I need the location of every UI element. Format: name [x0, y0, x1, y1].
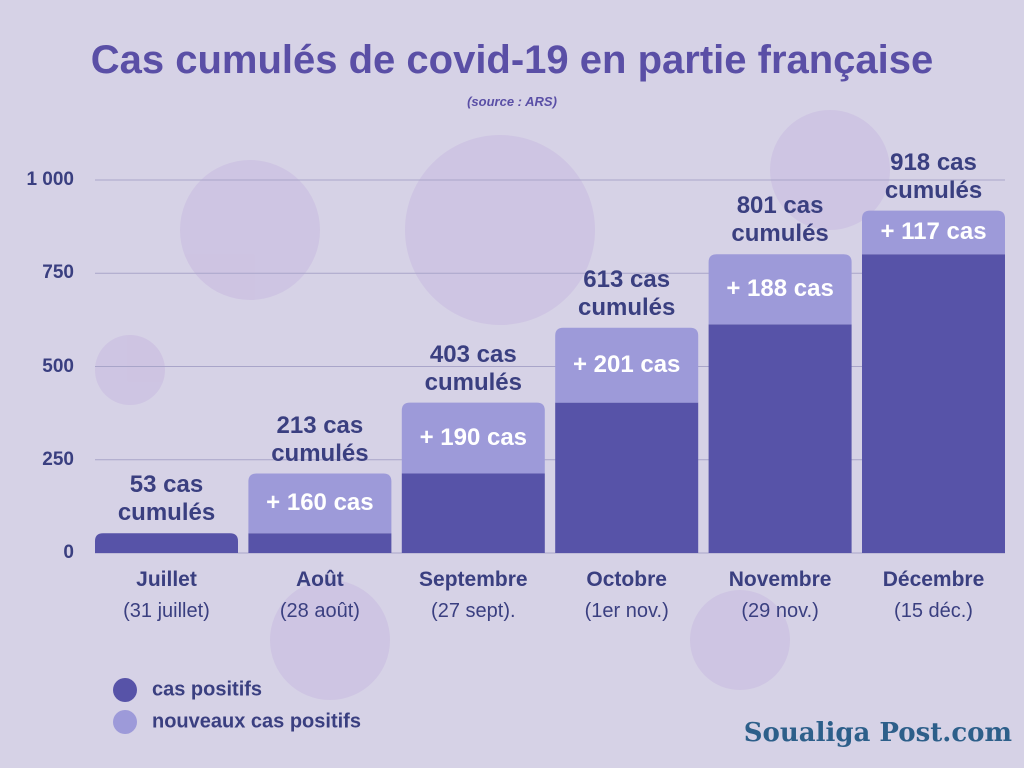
bar-segment	[401, 402, 545, 474]
segment-label: + 190 cas	[419, 424, 528, 452]
logo: Soualiga Post.com	[743, 718, 1012, 748]
x-tick-note: (15 déc.)	[894, 600, 973, 622]
y-tick-label: 500	[42, 355, 74, 377]
x-tick-label: Novembre	[728, 568, 832, 591]
legend-swatch	[113, 710, 137, 734]
total-label: 213 cas cumulés	[271, 411, 369, 467]
legend-swatch	[113, 678, 137, 702]
legend-label: cas positifs	[152, 678, 263, 701]
segment-label: + 201 cas	[572, 351, 681, 379]
bar-segment	[708, 254, 852, 325]
x-tick-note: (27 sept).	[431, 600, 516, 622]
total-label: 53 cas cumulés	[117, 471, 216, 527]
x-tick-label: Octobre	[586, 568, 667, 591]
total-label: 613 cas cumulés	[578, 265, 676, 321]
legend-label: nouveaux cas positifs	[152, 710, 361, 733]
bar-segment	[95, 533, 238, 553]
x-tick-label: Août	[295, 568, 344, 591]
total-label: 918 cas cumulés	[884, 148, 983, 204]
segment-label: + 160 cas	[266, 489, 374, 517]
segment-label: + 117 cas	[880, 218, 987, 246]
bar-segment	[708, 324, 852, 553]
subtitle: (source : ARS)	[467, 94, 557, 109]
total-label: 403 cas cumulés	[424, 340, 522, 396]
x-tick-label: Juillet	[136, 568, 197, 591]
y-tick-label: 750	[42, 262, 74, 284]
bar-segment	[862, 254, 1005, 554]
bar-segment	[555, 402, 699, 553]
bar-segment	[401, 473, 545, 553]
total-label: 801 cas cumulés	[731, 192, 829, 248]
x-tick-note: (28 août)	[279, 600, 360, 622]
x-tick-label: Septembre	[419, 568, 528, 591]
y-tick-label: 1 000	[26, 169, 74, 190]
x-tick-note: (31 juillet)	[123, 600, 210, 622]
y-tick-label: 0	[63, 542, 74, 563]
bar-segment	[248, 533, 392, 553]
x-tick-note: (29 nov.)	[741, 600, 819, 622]
bar-segment	[862, 210, 1005, 255]
background-decor	[95, 110, 890, 700]
chart-title: Cas cumulés de covid-19 en partie frança…	[90, 38, 934, 82]
bar-segment	[248, 473, 392, 534]
x-tick-note: (1er nov.)	[584, 600, 669, 622]
segment-label: + 188 cas	[726, 275, 834, 303]
y-tick-label: 250	[42, 448, 74, 470]
bar-segment	[555, 327, 699, 403]
x-tick-label: Décembre	[882, 568, 985, 591]
